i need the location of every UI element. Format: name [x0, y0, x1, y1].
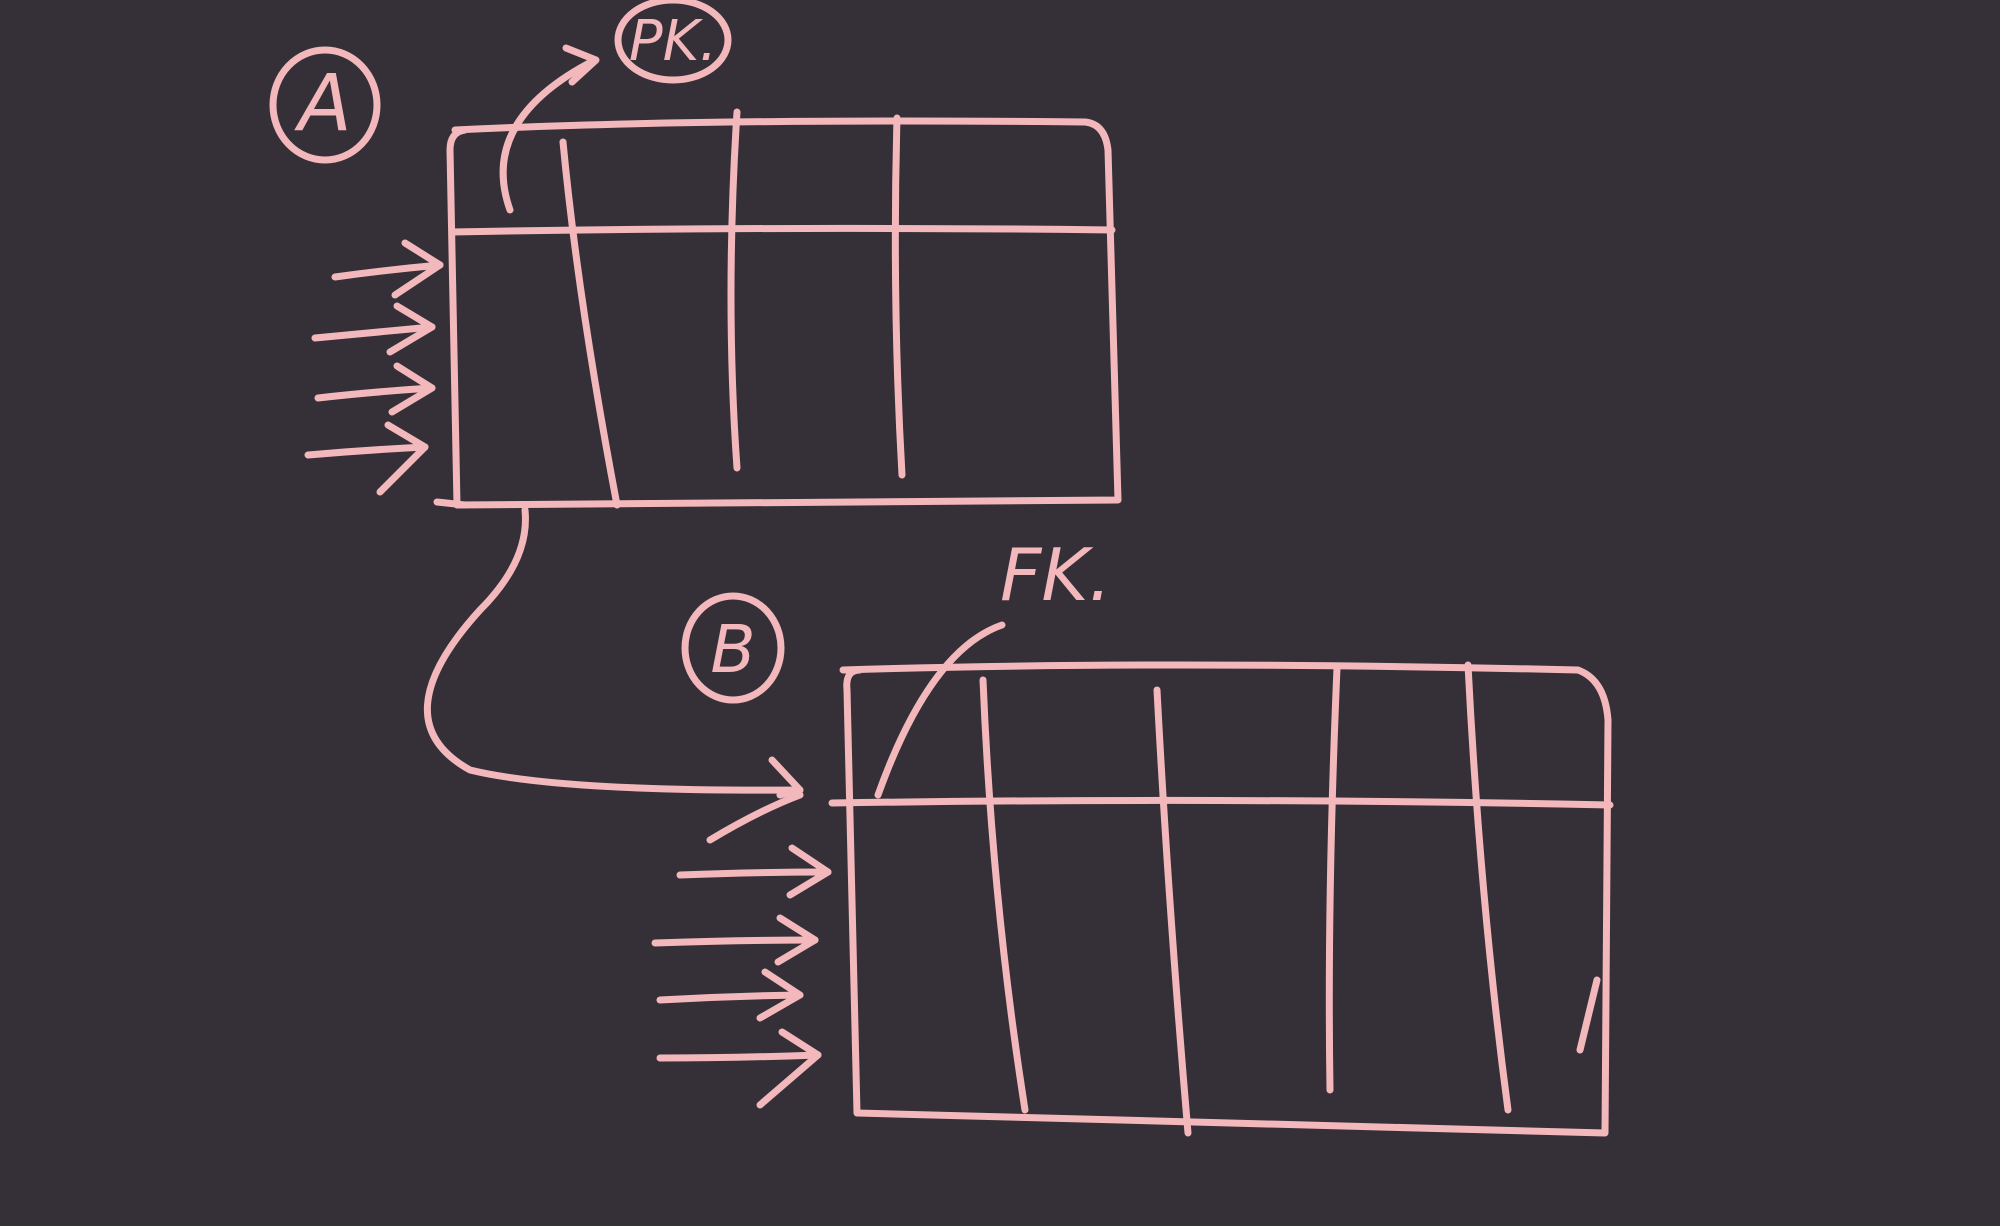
table-b-label-circle — [681, 592, 785, 704]
row-arrow-icon — [656, 968, 804, 1022]
pk-pointer-line — [499, 56, 599, 214]
table-b-column-4 — [1464, 661, 1512, 1114]
table-a-column-2 — [727, 108, 741, 472]
table-b-column-2 — [1153, 686, 1192, 1137]
table-b-row-arrows — [651, 791, 832, 1109]
table-a-label: A — [293, 59, 351, 149]
table-b-label-badge — [681, 592, 785, 704]
table-b-header-divider — [828, 796, 1614, 809]
fk-pointer-line — [874, 621, 1006, 799]
pk-annotation — [499, 0, 732, 214]
table-a-row-arrows — [304, 239, 444, 496]
table-a-header-divider — [448, 224, 1116, 236]
pk-pointer-head — [562, 44, 600, 86]
table-b-label: B — [710, 611, 755, 688]
table-a-label-badge — [269, 46, 381, 164]
table-b-column-3 — [1325, 664, 1341, 1094]
relationship-arrow-head-icon — [768, 756, 804, 799]
pk-label: PK. — [629, 9, 717, 74]
table-a-column-1 — [559, 138, 621, 509]
table-b-column-1 — [979, 676, 1029, 1114]
fk-annotation — [874, 621, 1006, 799]
row-arrow-icon — [676, 844, 832, 899]
row-arrow-icon — [656, 1028, 822, 1109]
row-arrow-icon — [304, 421, 429, 496]
table-a-label-circle — [269, 46, 381, 164]
table-b-right-tick — [1576, 976, 1601, 1054]
table-b — [828, 661, 1614, 1137]
table-a — [433, 108, 1122, 509]
pk-label-circle — [614, 0, 732, 84]
row-arrow-icon — [706, 791, 804, 844]
row-arrow-icon — [651, 914, 819, 966]
relationship-connector — [423, 506, 804, 799]
table-b-outline — [839, 661, 1612, 1137]
table-a-column-3 — [891, 114, 906, 479]
relationship-connector-line — [423, 506, 804, 794]
table-a-bottom-tail — [433, 498, 469, 509]
table-a-outline — [446, 117, 1122, 509]
row-arrow-icon — [314, 362, 436, 416]
fk-label: FK. — [1000, 533, 1112, 617]
row-arrow-icon — [331, 239, 444, 299]
row-arrow-icon — [311, 302, 436, 356]
